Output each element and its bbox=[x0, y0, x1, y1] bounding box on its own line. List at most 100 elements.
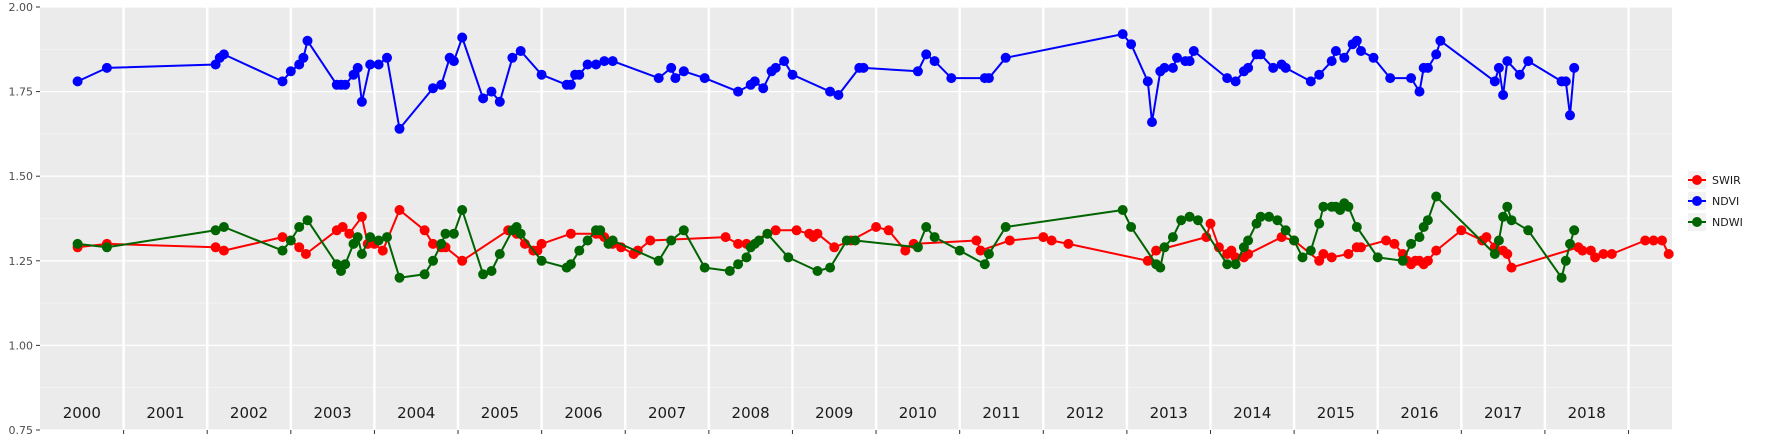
data-point-ndvi bbox=[1326, 56, 1337, 67]
data-point-swir bbox=[1213, 242, 1224, 253]
data-point-ndwi bbox=[1414, 232, 1425, 243]
data-point-ndvi bbox=[1230, 76, 1241, 87]
year-label: 2018 bbox=[1568, 404, 1606, 422]
data-point-swir bbox=[1663, 249, 1674, 259]
legend-item-ndvi: NDVI bbox=[1688, 192, 1739, 210]
data-point-ndvi bbox=[356, 96, 367, 107]
data-point-ndwi bbox=[582, 235, 593, 246]
y-tick-label: 1.50 bbox=[9, 170, 34, 183]
year-label: 2017 bbox=[1484, 404, 1522, 422]
data-point-ndwi bbox=[1289, 235, 1300, 246]
data-point-ndvi bbox=[373, 59, 384, 70]
data-point-ndvi bbox=[1339, 52, 1350, 63]
data-point-swir bbox=[812, 228, 823, 239]
data-point-swir bbox=[218, 245, 229, 256]
data-point-ndvi bbox=[983, 73, 994, 84]
year-label: 2008 bbox=[732, 404, 770, 422]
data-point-ndwi bbox=[1318, 201, 1329, 212]
data-point-ndwi bbox=[1243, 235, 1254, 246]
data-point-swir bbox=[829, 242, 840, 253]
data-point-ndvi bbox=[1268, 62, 1279, 73]
data-point-ndvi bbox=[1435, 35, 1446, 46]
year-label: 2007 bbox=[648, 404, 686, 422]
y-tick-label: 1.25 bbox=[9, 255, 34, 268]
data-point-ndwi bbox=[1489, 249, 1500, 259]
data-point-ndwi bbox=[515, 228, 526, 239]
data-point-ndvi bbox=[340, 79, 351, 90]
data-point-ndwi bbox=[595, 225, 606, 236]
year-label: 2001 bbox=[146, 404, 184, 422]
axes: 0.75 1.00 1.25 1.50 1.75 2.00 bbox=[9, 1, 1630, 437]
data-point-swir bbox=[1506, 262, 1517, 273]
data-point-ndwi bbox=[825, 262, 836, 273]
legend: SWIR NDVI NDWI bbox=[1688, 171, 1743, 231]
y-tick-label: 2.00 bbox=[9, 1, 34, 14]
data-point-swir bbox=[883, 225, 894, 236]
y-tick-label: 0.75 bbox=[9, 424, 34, 437]
data-point-ndwi bbox=[954, 245, 965, 256]
data-point-ndwi bbox=[1272, 215, 1283, 226]
data-point-ndvi bbox=[1330, 46, 1341, 56]
data-point-swir bbox=[1343, 249, 1354, 259]
data-point-ndvi bbox=[699, 73, 710, 84]
data-point-ndwi bbox=[921, 222, 932, 232]
data-series bbox=[72, 29, 1674, 283]
data-point-ndwi bbox=[1397, 255, 1408, 266]
data-point-ndwi bbox=[494, 249, 505, 259]
data-point-ndvi bbox=[1188, 46, 1199, 56]
data-point-ndwi bbox=[1176, 215, 1187, 226]
data-point-swir bbox=[1502, 249, 1513, 259]
data-point-ndwi bbox=[1155, 262, 1166, 273]
data-point-swir bbox=[210, 242, 221, 253]
data-point-ndvi bbox=[574, 69, 585, 80]
data-point-ndvi bbox=[779, 56, 790, 67]
year-label: 2012 bbox=[1066, 404, 1104, 422]
data-point-swir bbox=[1598, 249, 1609, 259]
legend-item-swir: SWIR bbox=[1688, 171, 1741, 189]
data-point-ndwi bbox=[394, 272, 405, 283]
data-point-ndwi bbox=[436, 238, 447, 249]
data-point-ndvi bbox=[565, 79, 576, 90]
data-point-ndwi bbox=[912, 242, 923, 253]
data-point-ndvi bbox=[478, 93, 489, 104]
data-point-swir bbox=[356, 211, 367, 222]
data-point-ndvi bbox=[1167, 62, 1178, 73]
data-point-ndwi bbox=[352, 232, 363, 243]
data-point-ndvi bbox=[946, 73, 957, 84]
year-label: 2016 bbox=[1400, 404, 1438, 422]
year-label: 2004 bbox=[397, 404, 435, 422]
data-point-ndwi bbox=[294, 222, 305, 232]
data-point-ndvi bbox=[653, 73, 664, 84]
data-point-ndvi bbox=[72, 76, 83, 87]
data-point-ndwi bbox=[1117, 205, 1128, 215]
data-point-ndwi bbox=[1502, 201, 1513, 212]
data-point-ndvi bbox=[678, 66, 689, 77]
year-label: 2011 bbox=[982, 404, 1020, 422]
data-point-ndvi bbox=[1117, 29, 1128, 40]
data-point-swir bbox=[1640, 235, 1651, 246]
data-point-ndvi bbox=[1493, 62, 1504, 73]
data-point-ndwi bbox=[983, 249, 994, 259]
data-point-ndvi bbox=[758, 83, 769, 94]
data-point-ndwi bbox=[365, 232, 376, 243]
data-point-ndwi bbox=[382, 232, 392, 243]
year-labels: 2000 2001 2002 2003 2004 2005 2006 2007 2008 2009… bbox=[63, 404, 1606, 422]
data-point-ndwi bbox=[678, 225, 689, 236]
data-point-swir bbox=[1151, 245, 1162, 256]
data-point-ndvi bbox=[1351, 35, 1362, 46]
data-point-swir bbox=[1481, 232, 1492, 243]
data-point-ndwi bbox=[536, 255, 547, 266]
data-point-ndwi bbox=[1565, 238, 1575, 249]
data-point-swir bbox=[791, 225, 802, 236]
data-point-ndvi bbox=[833, 90, 844, 100]
data-point-ndvi bbox=[365, 59, 376, 70]
data-point-ndvi bbox=[1502, 56, 1513, 67]
data-point-ndwi bbox=[841, 235, 852, 246]
data-point-ndvi bbox=[1243, 62, 1254, 73]
data-point-swir bbox=[1205, 218, 1216, 229]
series-ndwi bbox=[72, 191, 1580, 283]
data-point-ndvi bbox=[394, 123, 405, 134]
data-point-ndwi bbox=[277, 245, 288, 256]
year-label: 2005 bbox=[481, 404, 519, 422]
year-label: 2013 bbox=[1150, 404, 1188, 422]
